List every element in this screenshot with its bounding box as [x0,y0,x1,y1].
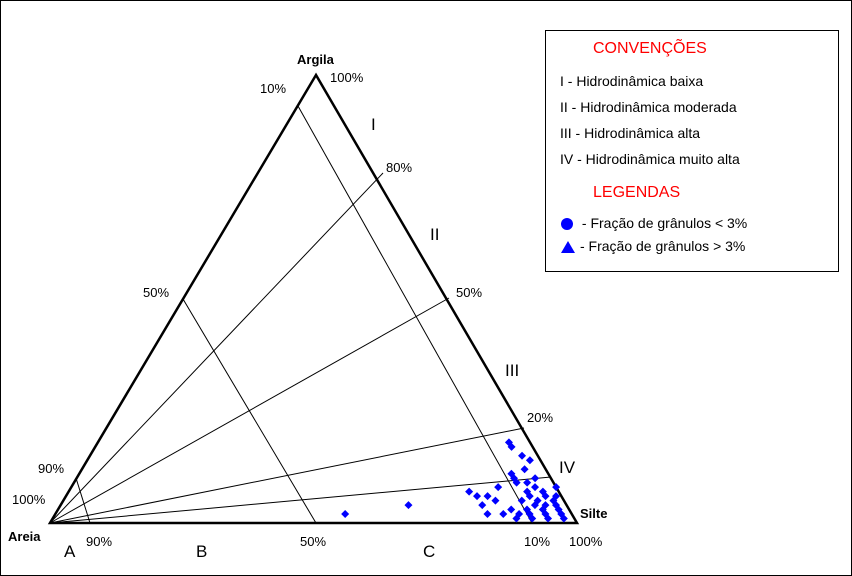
sample-point [552,483,561,492]
sample-point [507,505,516,514]
vertex-label-top: Argila [297,52,335,67]
sample-point [465,487,474,496]
tick-right-4: 10% [524,534,550,549]
sample-point [530,501,539,510]
circle-marker-icon [561,218,573,231]
region-label-IV: IV [559,458,576,477]
ray-50pct [49,297,450,524]
sample-point [494,483,503,492]
sample-point [544,514,553,523]
sample-point [552,492,561,501]
sample-point [523,487,532,496]
region-label-C: C [423,542,435,561]
tick-right-3: 20% [527,410,553,425]
sample-point [404,501,413,510]
convention-item-1: I - Hidrodinâmica baixa [560,73,704,89]
legend-item-circle-label: - Fração de grânulos < 3% [578,215,748,231]
sample-point [483,510,492,519]
legend-item-circle: - Fração de grânulos < 3% [560,215,747,231]
sample-point [525,456,534,465]
ray-10pct [49,476,552,524]
sample-point [341,510,350,519]
sample-point [517,496,526,505]
sample-point [531,474,540,483]
vertex-label-right: Silte [580,506,607,521]
legend-item-triangle: - Fração de grânulos > 3% [560,238,745,254]
tick-left-3: 100% [12,492,46,507]
sample-point [518,451,527,460]
tick-right-0: 100% [330,70,364,85]
tick-bottom-1: 50% [300,534,326,549]
sample-point [520,465,529,474]
legend-item-triangle-label: - Fração de grânulos > 3% [580,238,746,254]
tick-left-0: 10% [260,81,286,96]
ternary-triangle [47,72,580,525]
region-label-A: A [64,542,76,561]
sample-point [507,469,516,478]
tick-left-1: 50% [143,285,169,300]
ray-20pct [49,427,525,524]
region-label-III: III [505,361,519,380]
sample-point [552,501,561,510]
conventions-title: CONVENÇÕES [593,40,707,57]
sample-point [528,514,537,523]
vertex-label-left: Areia [8,529,41,544]
region-label-II: II [430,225,439,244]
ray-80pct [49,172,384,524]
sample-point [512,514,521,523]
convention-item-3: III - Hidrodinâmica alta [560,125,701,141]
tick-right-1: 80% [386,160,412,175]
tick-left-2: 90% [38,461,64,476]
sample-point [531,483,540,492]
sample-point [523,478,532,487]
sample-point [499,510,508,519]
convention-item-4: IV - Hidrodinâmica muito alta [560,151,740,167]
tick-right-2: 50% [456,285,482,300]
legend-title: LEGENDAS [593,184,681,201]
sample-point [541,492,550,501]
sample-point [478,501,487,510]
sample-point [507,442,516,451]
convention-item-2: II - Hidrodinâmica moderada [560,99,737,115]
sample-point [491,496,500,505]
sample-points [341,438,568,523]
sample-point [473,492,482,501]
sample-point [483,492,492,501]
tick-bottom-2: 100% [569,534,603,549]
region-label-I: I [371,115,376,134]
tick-bottom-0: 90% [86,534,112,549]
sample-point [559,514,568,523]
division-line-10pct [297,105,533,524]
region-label-B: B [196,542,207,561]
triangle-marker-icon [561,241,575,254]
sample-point [512,478,521,487]
legend-box: CONVENÇÕES I - Hidrodinâmica baixa II - … [545,30,839,272]
